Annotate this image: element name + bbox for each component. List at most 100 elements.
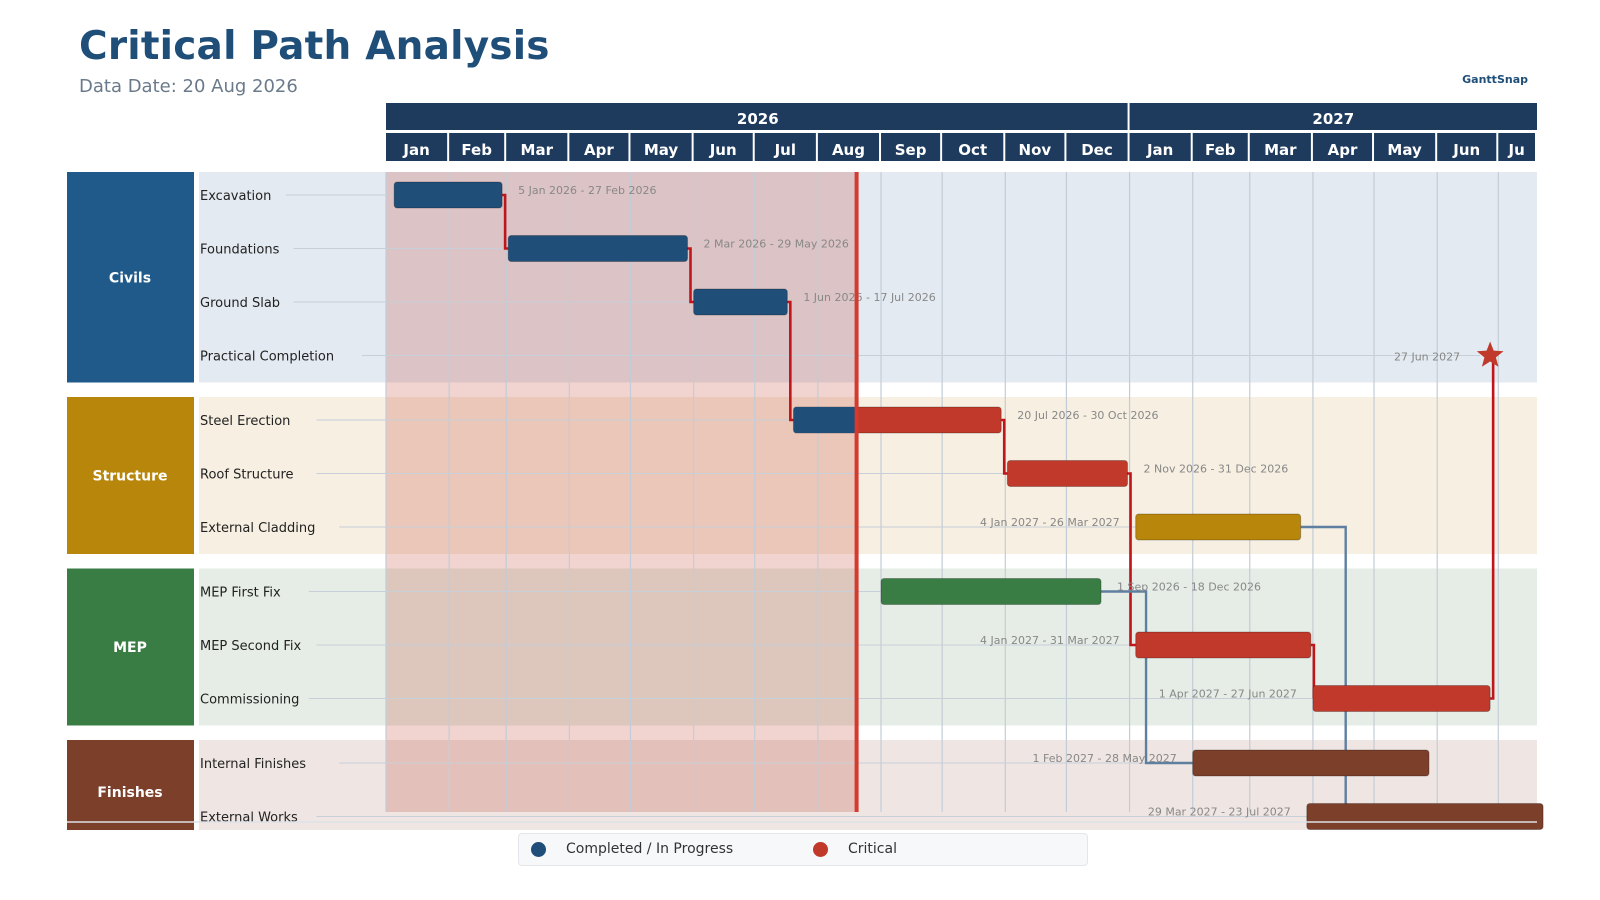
group-label: MEP [113, 640, 147, 656]
month-header-cell [1129, 133, 1191, 161]
task-name-label: External Works [200, 811, 298, 826]
task-bar [693, 288, 788, 316]
month-tick-label: Jun [1452, 141, 1480, 159]
task-date-label: 1 Jun 2026 - 17 Jul 2026 [803, 291, 935, 304]
month-header-cell [1249, 133, 1311, 161]
year-header-label: 2026 [737, 110, 779, 128]
legend-label-critical: Critical [848, 841, 897, 857]
legend-swatch-completed [531, 841, 546, 857]
month-tick-label: Oct [958, 141, 987, 159]
dependency-connector [502, 193, 509, 250]
month-tick-label: Jan [1146, 141, 1173, 159]
task-bar [393, 181, 503, 209]
task-name-label: Excavation [200, 189, 271, 204]
chart-title: Critical Path Analysis [79, 24, 550, 69]
month-tick-label: Jul [774, 141, 796, 159]
task-name-label: MEP First Fix [200, 586, 281, 601]
group-block-1 [67, 397, 194, 554]
task-name-label: Steel Erection [200, 414, 290, 429]
month-tick-label: Mar [521, 141, 554, 159]
group-label: Civils [109, 270, 151, 286]
dependency-connector [687, 247, 694, 304]
month-header-cell [1437, 133, 1497, 161]
month-tick-label: Jun [709, 141, 737, 159]
task-name-label: Roof Structure [200, 468, 294, 483]
month-header-cell [386, 133, 448, 161]
month-tick-label: Ju [1508, 141, 1525, 159]
month-header-cell [506, 133, 568, 161]
task-date-label: 1 Feb 2027 - 28 May 2027 [1033, 752, 1177, 765]
month-header-cell [1005, 133, 1065, 161]
month-tick-label: Feb [461, 141, 492, 159]
month-header-cell [630, 133, 692, 161]
legend-swatch-critical [813, 841, 828, 857]
milestone-date-label: 27 Jun 2027 [1394, 351, 1460, 364]
dependency-connector [1001, 418, 1008, 475]
group-block-0 [67, 172, 194, 383]
year-header-label: 2027 [1312, 110, 1354, 128]
task-date-label: 1 Sep 2026 - 18 Dec 2026 [1117, 581, 1261, 594]
task-date-label: 2 Mar 2026 - 29 May 2026 [704, 238, 849, 251]
month-tick-label: Sep [895, 141, 927, 159]
milestone-star-marker [1476, 341, 1504, 367]
month-header-cell [1066, 133, 1128, 161]
task-date-label: 29 Mar 2027 - 23 Jul 2027 [1148, 806, 1291, 819]
group-block-2 [67, 568, 194, 726]
month-tick-label: Jan [402, 141, 429, 159]
task-name-label: Foundations [200, 243, 280, 258]
month-tick-label: May [1387, 141, 1422, 159]
dependency-connector [1127, 472, 1136, 647]
dependency-connector [1101, 590, 1193, 765]
dependency-connector [787, 300, 794, 422]
month-tick-label: Mar [1264, 141, 1297, 159]
task-bar [1135, 513, 1302, 541]
month-header-cell [569, 133, 629, 161]
month-header-cell [1312, 133, 1373, 161]
task-date-label: 20 Jul 2026 - 30 Oct 2026 [1017, 409, 1158, 422]
dependency-connector [1310, 643, 1316, 699]
month-tick-label: May [644, 141, 679, 159]
month-tick-label: Dec [1081, 141, 1113, 159]
legend-label-completed: Completed / In Progress [566, 841, 734, 857]
task-name-label: External Cladding [200, 521, 315, 536]
data-date-subtitle: Data Date: 20 Aug 2026 [79, 76, 298, 97]
completed-shading [386, 172, 857, 812]
task-bar [1006, 460, 1129, 487]
month-tick-label: Apr [584, 141, 614, 159]
task-name-label: Practical Completion [200, 350, 334, 365]
group-block-3 [67, 740, 194, 830]
task-bar [1135, 631, 1312, 659]
month-header-cell [754, 133, 816, 161]
month-header-cell [817, 133, 880, 161]
task-date-label: 4 Jan 2027 - 31 Mar 2027 [980, 634, 1120, 647]
task-bar [880, 578, 1102, 605]
month-header-cell [942, 133, 1004, 161]
legend-item-completed: Completed / In Progress [531, 841, 733, 857]
task-bar-progress [793, 407, 857, 433]
month-header-cell [1192, 133, 1248, 161]
task-date-label: 4 Jan 2027 - 26 Mar 2027 [980, 516, 1120, 529]
month-header-cell [693, 133, 753, 161]
task-date-label: 5 Jan 2026 - 27 Feb 2026 [518, 184, 656, 197]
task-bar [1192, 749, 1430, 777]
task-name-label: Commissioning [200, 693, 299, 708]
month-header-cell [1498, 133, 1535, 161]
chart-legend: Completed / In Progress Critical [518, 833, 1088, 866]
month-tick-label: Aug [832, 141, 865, 159]
month-tick-label: Apr [1328, 141, 1358, 159]
task-name-label: MEP Second Fix [200, 639, 302, 654]
group-label: Finishes [97, 785, 162, 801]
gantt-chart: Civils Structure MEP Finishes 2026 2027 Jan Feb… [67, 103, 1544, 830]
task-date-label: 1 Apr 2027 - 27 Jun 2027 [1159, 688, 1297, 701]
task-name-label: Internal Finishes [200, 757, 306, 772]
task-date-label: 2 Nov 2026 - 31 Dec 2026 [1144, 463, 1289, 476]
legend-item-critical: Critical [813, 841, 897, 857]
year-header-cell [1129, 103, 1537, 130]
task-bar [507, 235, 689, 262]
brand-logo-text: GanttSnap [1462, 73, 1528, 86]
month-tick-label: Feb [1205, 141, 1236, 159]
month-header-cell [449, 133, 505, 161]
dependency-connector [1490, 355, 1495, 700]
task-name-label: Ground Slab [200, 296, 280, 311]
group-label: Structure [92, 469, 167, 485]
